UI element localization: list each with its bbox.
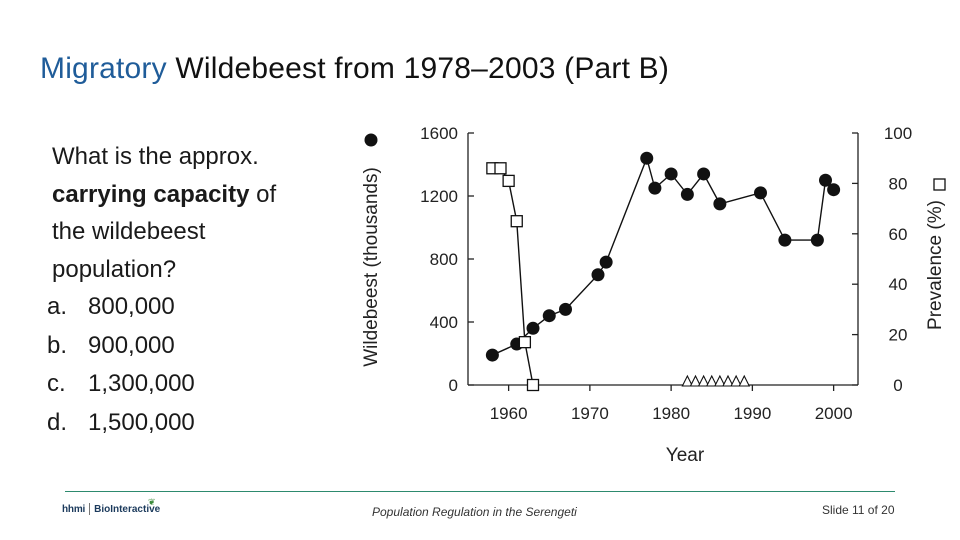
wildebeest-point [697, 167, 711, 181]
question-line: population? [52, 255, 177, 283]
prevalence-legend-marker [933, 178, 946, 191]
wildebeest-point [680, 187, 694, 201]
prevalence-point [510, 215, 523, 228]
zero-prevalence-point [722, 374, 734, 387]
answer-list: a. 800,000 b. 900,000 c. 1,300,000 d. 1,500,… [47, 288, 195, 442]
zero-prevalence-point [681, 374, 694, 387]
question-line: What is the approx. [52, 143, 259, 170]
wildebeest-point [526, 321, 540, 335]
wildebeest-point [827, 183, 841, 197]
logo-hhmi-text: hhmi [62, 503, 86, 515]
answer-option-b: b. 900,000 [47, 331, 175, 359]
prevalence-point [494, 162, 507, 175]
wildebeest-point [599, 255, 613, 269]
wildebeest-legend-marker [364, 133, 378, 147]
y2-tick-label: 20 [889, 326, 908, 345]
wildebeest-point [648, 181, 662, 195]
wildebeest-point [485, 348, 499, 362]
question-line: carrying capacity of [52, 180, 277, 208]
y2-tick-label: 0 [893, 376, 902, 395]
prevalence-point [526, 378, 540, 392]
slide-title: Migratory Wildebeest from 1978–2003 (Par… [40, 52, 669, 86]
y2-tick-label: 100 [884, 124, 912, 143]
slide-number: Slide 11 of 20 [822, 503, 895, 517]
title-accent: Migratory [40, 52, 167, 85]
prevalence-point [502, 174, 515, 188]
y-axis-label: Wildebeest (thousands) [361, 167, 382, 367]
x-tick-label: 1980 [652, 404, 690, 423]
x-tick-label: 1960 [490, 404, 528, 423]
wildebeest-point [664, 167, 678, 181]
zero-prevalence-point [689, 374, 702, 387]
x-tick-label: 2000 [815, 404, 853, 423]
y2-tick-label: 60 [889, 225, 908, 244]
y-tick-label: 1600 [420, 124, 458, 143]
question-emphasis: carrying capacity [52, 180, 250, 208]
wildebeest-point [810, 233, 824, 247]
wildebeest-point [591, 268, 605, 282]
y-tick-label: 0 [449, 376, 458, 395]
series-line-wildebeest [492, 155, 835, 356]
wildebeest-point [713, 197, 727, 211]
x-tick-label: 1990 [733, 404, 771, 423]
zero-prevalence-point [738, 374, 751, 387]
y-tick-label: 800 [430, 250, 458, 269]
x-tick-label: 1970 [571, 404, 609, 423]
wildebeest-point [778, 233, 792, 247]
wildebeest-point [559, 302, 572, 316]
y-tick-label: 1200 [420, 187, 458, 206]
y-tick-label: 400 [430, 313, 458, 332]
wildebeest-point [819, 173, 832, 187]
footer-divider [65, 491, 895, 492]
zero-prevalence-point [705, 374, 718, 387]
question-line: the wildebeest [52, 218, 206, 245]
x-axis-label: Year [666, 445, 705, 466]
y2-axis-label: Prevalence (%) [925, 200, 946, 330]
zero-prevalence-point [697, 374, 710, 387]
leaf-icon: ❦ [148, 497, 156, 507]
y2-tick-label: 80 [889, 174, 908, 193]
answer-option-a: a. 800,000 [47, 293, 175, 320]
hhmi-biointeractive-logo: hhmi BioInteractive ❦ [62, 497, 160, 521]
y2-tick-label: 40 [889, 275, 908, 294]
prevalence-point [518, 336, 532, 349]
footer-presentation-title: Population Regulation in the Serengeti [372, 505, 577, 519]
zero-prevalence-point [730, 374, 743, 387]
answer-option-d: d. 1,500,000 [47, 408, 195, 436]
logo-divider [89, 503, 91, 515]
answer-option-c: c. 1,300,000 [47, 370, 195, 397]
wildebeest-chart: 0 400 800 1200 1600 0 20 40 60 80 100 1960 1970 1980 1… [361, 124, 946, 466]
logo-biointeractive-text: BioInteractive [94, 503, 161, 515]
wildebeest-point [640, 151, 654, 165]
title-rest: Wildebeest from 1978–2003 (Part B) [166, 52, 670, 85]
zero-prevalence-point [713, 374, 726, 387]
question-text: What is the approx. carrying capacity of… [52, 138, 342, 288]
wildebeest-point [754, 186, 767, 200]
wildebeest-point [542, 309, 556, 323]
